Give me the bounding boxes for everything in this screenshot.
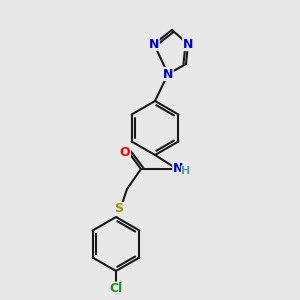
Text: N: N — [183, 38, 193, 50]
Text: S: S — [115, 202, 124, 215]
Text: N: N — [173, 161, 183, 175]
Text: N: N — [163, 68, 173, 80]
Text: Cl: Cl — [110, 283, 123, 296]
Text: N: N — [149, 38, 159, 50]
Text: O: O — [120, 146, 130, 160]
Text: H: H — [182, 166, 190, 176]
